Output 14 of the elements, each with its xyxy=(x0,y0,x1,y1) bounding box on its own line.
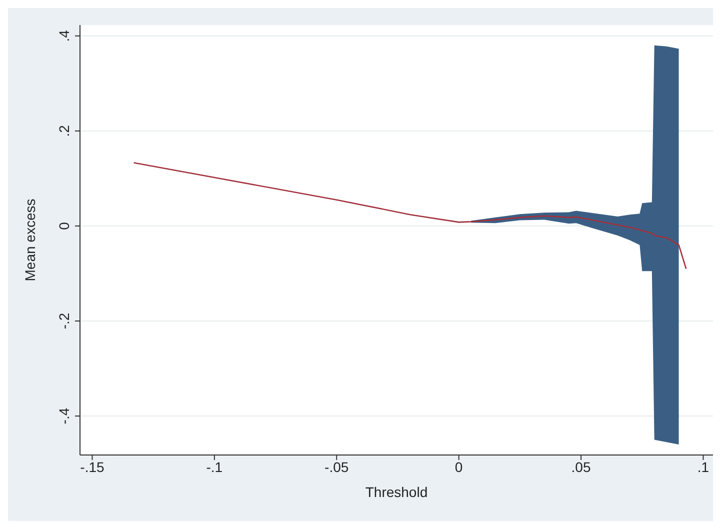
y-tick-label: -.2 xyxy=(56,312,72,330)
y-tick-label: 0 xyxy=(56,222,72,230)
y-tick-label: -.4 xyxy=(56,408,72,424)
y-tick-label: .2 xyxy=(56,124,72,137)
line-series xyxy=(133,162,687,270)
x-tick-label: 0 xyxy=(454,458,463,475)
x-tick-label: -.15 xyxy=(80,458,104,475)
x-axis-title: Threshold xyxy=(365,484,428,500)
y-axis-title: Mean excess xyxy=(22,198,38,282)
x-tick-label: .05 xyxy=(571,458,591,475)
x-tick-label: -.1 xyxy=(206,458,223,475)
x-tick-label: -.05 xyxy=(324,458,349,475)
x-tick-label: .1 xyxy=(697,458,710,475)
y-tick-label: .4 xyxy=(56,30,72,42)
